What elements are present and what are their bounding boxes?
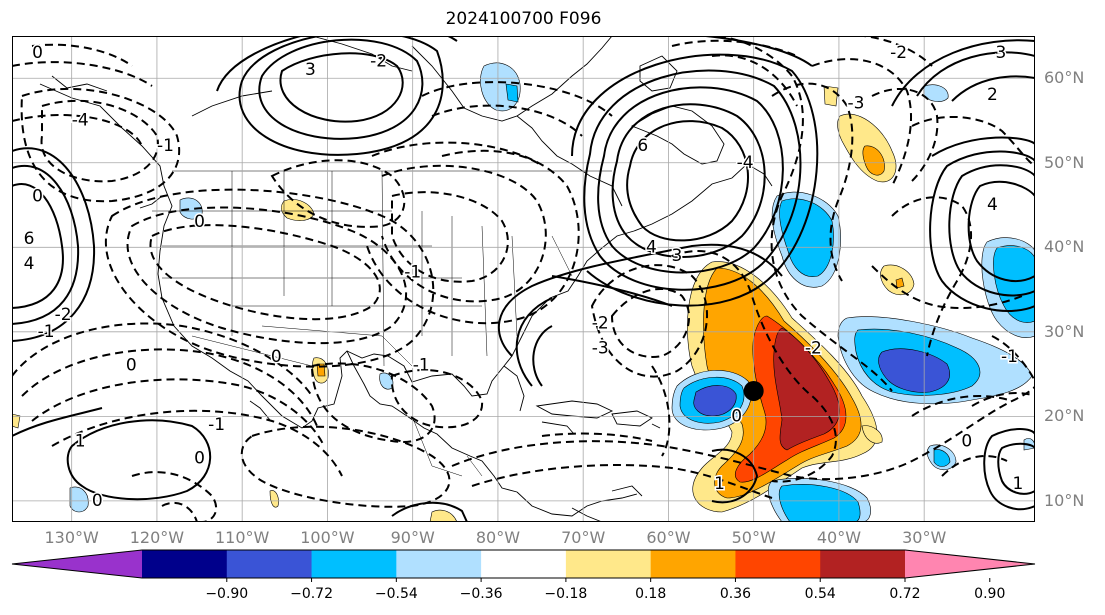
contour-label: 4	[24, 254, 35, 274]
colorbar	[11, 549, 1036, 582]
contour-label: -2	[890, 43, 907, 63]
negative-anomaly-region	[693, 385, 737, 417]
colorbar-tick-label: −0.54	[374, 586, 418, 602]
contour-label: -1	[38, 322, 55, 342]
colorbar-tick-label: 0.72	[889, 586, 921, 602]
latitude-label: 60°N	[1044, 68, 1085, 88]
colorbar-segment	[735, 550, 821, 578]
longitude-label: 90°W	[390, 528, 435, 547]
colorbar-extend-max	[905, 550, 1035, 578]
negative-contours	[12, 36, 1035, 522]
contour-label: 0	[126, 356, 137, 376]
contour-label: 3	[305, 60, 316, 80]
contour-label: 0	[32, 187, 43, 207]
contour-label: 1	[75, 432, 86, 452]
colorbar-segment	[650, 550, 736, 578]
longitude-label: 60°W	[646, 528, 691, 547]
negative-anomaly-region	[69, 486, 89, 513]
negative-anomaly-region	[778, 484, 861, 522]
positive-anomaly-region	[823, 85, 839, 107]
contour-label: 4	[646, 237, 657, 257]
map-title: 2024100700 F096	[445, 9, 602, 29]
contour-label: -2	[805, 339, 822, 359]
contour-label: -4	[737, 153, 754, 173]
colorbar-tick-label: −0.36	[459, 586, 503, 602]
longitude-label: 80°W	[475, 528, 521, 547]
colorbar-segment	[481, 550, 567, 578]
contour-label: 1	[1013, 474, 1024, 494]
positive-anomaly-region	[861, 425, 883, 444]
colorbar-segment	[226, 550, 313, 578]
contour-label: 6	[24, 229, 35, 249]
longitude-label: 100°W	[300, 528, 355, 547]
contour-label: -1	[413, 356, 430, 376]
colorbar-tick-label: 0.54	[804, 586, 836, 602]
latitude-label: 50°N	[1044, 152, 1085, 172]
longitude-label: 130°W	[44, 528, 99, 547]
contour-label: -2	[55, 305, 72, 325]
colorbar-tick-label: 0.18	[635, 586, 667, 602]
contour-label: -2	[370, 51, 387, 71]
positive-anomaly-region	[281, 199, 315, 221]
shaded-anomaly-fields	[12, 62, 1035, 522]
longitude-label: 50°W	[731, 528, 776, 547]
colorbar-segment	[396, 550, 482, 578]
negative-anomaly-region	[933, 449, 951, 467]
contour-label: 0	[32, 43, 43, 63]
longitude-label: 110°W	[214, 528, 270, 547]
contour-label: 4	[987, 195, 998, 215]
latitude-label: 10°N	[1044, 490, 1085, 510]
map-frame	[12, 36, 1035, 522]
colorbar-segment	[142, 550, 228, 578]
negative-anomaly-region	[505, 83, 519, 103]
positive-anomaly-region	[895, 277, 905, 289]
colorbar-tick-label: 0.90	[974, 586, 1006, 602]
colorbar-tick-label: 0.36	[719, 586, 752, 602]
longitude-label: 40°W	[816, 528, 862, 547]
colorbar-outline	[11, 549, 1036, 579]
contour-label: -3	[592, 339, 609, 359]
contour-label: 0	[194, 212, 205, 232]
colorbar-tick-label: −0.90	[205, 586, 249, 602]
positive-anomaly-region	[429, 509, 458, 522]
contour-label: 6	[637, 136, 648, 156]
colorbar-tick-label: −0.18	[544, 586, 588, 602]
contour-label: 0	[92, 491, 103, 511]
positive-anomaly-region	[773, 327, 840, 451]
latitude-label: 20°N	[1044, 406, 1085, 426]
colorbar-extend-min	[12, 550, 142, 578]
positive-anomaly-region	[862, 145, 885, 176]
latitude-label: 30°N	[1044, 321, 1085, 341]
colorbar-tick-label: −0.72	[290, 586, 333, 602]
contour-label: 0	[271, 347, 282, 367]
contour-label: 1	[714, 474, 725, 494]
longitude-label: 30°W	[902, 528, 947, 547]
contour-label: 0	[731, 406, 742, 426]
colorbar-segment	[311, 550, 397, 578]
positive-anomaly-region	[269, 490, 279, 508]
latitude-label: 40°N	[1044, 237, 1085, 257]
contour-label: 0	[961, 432, 972, 452]
contour-label: 3	[672, 246, 683, 266]
contour-label: -1	[404, 263, 421, 283]
longitude-label: 70°W	[561, 528, 606, 547]
contour-label: 3	[995, 43, 1006, 63]
contour-label: -1	[208, 415, 225, 435]
contour-label: -3	[847, 94, 864, 114]
colorbar-segment	[565, 550, 652, 578]
storm-center-marker	[743, 380, 764, 401]
contour-label: -2	[592, 313, 609, 333]
contour-label: -1	[1001, 347, 1018, 367]
positive-contours	[12, 36, 1035, 522]
contour-label: 0	[194, 449, 205, 469]
contour-label: -1	[157, 136, 174, 156]
positive-anomaly-region	[12, 413, 21, 429]
contour-label: -4	[72, 111, 89, 131]
contour-label: 2	[987, 85, 998, 105]
longitude-label: 120°W	[129, 528, 185, 547]
negative-anomaly-region	[179, 197, 203, 220]
colorbar-segment	[820, 550, 906, 578]
